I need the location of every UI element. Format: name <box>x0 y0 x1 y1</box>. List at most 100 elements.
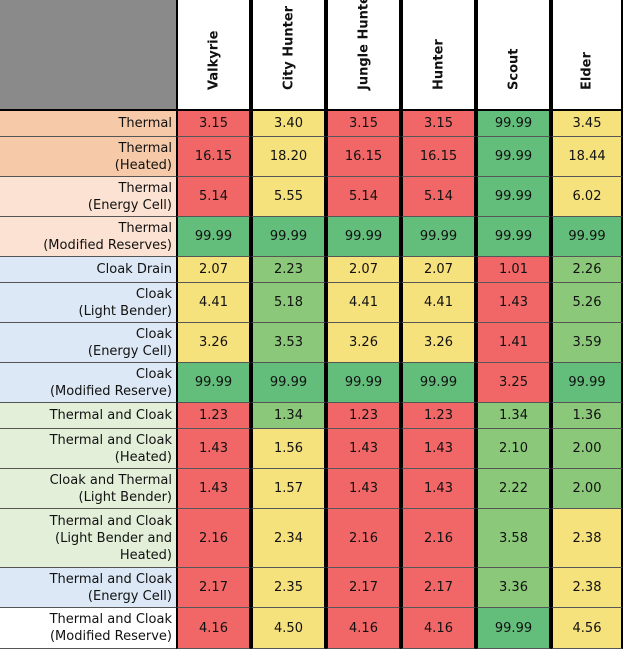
row-label-line: (Heated) <box>114 449 172 465</box>
value-cell: 2.22 <box>476 469 551 509</box>
value-cell: 2.16 <box>326 509 401 568</box>
value-text: 1.43 <box>199 441 228 456</box>
value-cell: 99.99 <box>176 217 251 257</box>
value-text: 99.99 <box>568 229 606 244</box>
row-label: Cloak (Light Bender) <box>0 283 176 323</box>
value-cell: 3.26 <box>176 323 251 363</box>
value-text: 5.14 <box>424 189 453 204</box>
value-text: 3.15 <box>199 116 228 131</box>
value-text: 2.38 <box>572 580 602 595</box>
value-cell: 2.07 <box>326 257 401 283</box>
value-text: 2.22 <box>499 481 528 496</box>
corner-cell <box>0 0 176 111</box>
value-cell: 3.25 <box>476 363 551 403</box>
value-text: 3.26 <box>199 335 228 350</box>
value-text: 1.41 <box>499 335 528 350</box>
value-cell: 5.14 <box>176 177 251 217</box>
value-cell: 99.99 <box>251 363 326 403</box>
row-label-line: Cloak Drain <box>96 262 172 277</box>
value-text: 5.26 <box>572 295 602 310</box>
row-label-line: Cloak <box>135 366 172 382</box>
row-label-line: (Light Bender) <box>78 489 172 505</box>
column-header: Elder <box>551 0 623 111</box>
value-cell: 2.35 <box>251 568 326 608</box>
value-text: 3.59 <box>572 335 602 350</box>
value-cell: 5.55 <box>251 177 326 217</box>
value-text: 16.15 <box>419 149 458 164</box>
value-cell: 99.99 <box>551 363 623 403</box>
row-label-line: (Modified Reserves) <box>43 237 172 253</box>
value-text: 3.40 <box>274 116 303 131</box>
row-label: Cloak (Energy Cell) <box>0 323 176 363</box>
column-header-label: City Hunter <box>281 5 296 90</box>
value-text: 2.16 <box>199 530 228 546</box>
column-header: Valkyrie <box>176 0 251 111</box>
value-text: 99.99 <box>494 189 533 204</box>
value-cell: 3.26 <box>401 323 476 363</box>
row-label-line: Thermal and Cloak <box>49 432 172 448</box>
value-cell: 6.02 <box>551 177 623 217</box>
column-header: Jungle Hunter <box>326 0 401 111</box>
value-cell: 2.17 <box>326 568 401 608</box>
value-text: 1.57 <box>274 481 303 496</box>
value-cell: 3.40 <box>251 111 326 137</box>
value-text: 5.14 <box>349 189 378 204</box>
value-text: 3.26 <box>349 335 378 350</box>
value-cell: 99.99 <box>176 363 251 403</box>
value-text: 99.99 <box>194 229 233 244</box>
value-cell: 16.15 <box>326 137 401 177</box>
value-text: 1.01 <box>499 262 528 277</box>
row-label-line: Thermal and Cloak <box>49 513 172 529</box>
value-text: 99.99 <box>194 375 233 390</box>
value-cell: 99.99 <box>326 363 401 403</box>
value-cell: 18.44 <box>551 137 623 177</box>
value-cell: 99.99 <box>476 608 551 649</box>
value-cell: 16.15 <box>401 137 476 177</box>
column-header: Scout <box>476 0 551 111</box>
row-label-line: (Energy Cell) <box>87 343 172 359</box>
value-text: 1.36 <box>572 408 602 423</box>
value-cell: 99.99 <box>476 137 551 177</box>
value-text: 4.16 <box>424 620 453 636</box>
column-header-label: Scout <box>506 48 521 90</box>
row-label-line: Thermal <box>118 140 172 156</box>
row-label-line: Thermal <box>118 116 172 131</box>
value-text: 3.26 <box>424 335 453 350</box>
value-text: 3.45 <box>572 116 602 131</box>
row-label: Thermal and Cloak (Light Bender and Heated… <box>0 509 176 568</box>
value-cell: 5.26 <box>551 283 623 323</box>
value-text: 16.15 <box>344 149 383 164</box>
value-cell: 1.43 <box>401 429 476 469</box>
value-text: 2.26 <box>572 262 602 277</box>
row-label: Cloak (Modified Reserve) <box>0 363 176 403</box>
row-label-line: (Light Bender and <box>55 530 172 546</box>
row-label: Thermal and Cloak <box>0 403 176 429</box>
value-cell: 4.16 <box>176 608 251 649</box>
value-text: 99.99 <box>269 375 308 390</box>
value-cell: 1.43 <box>326 469 401 509</box>
value-cell: 99.99 <box>251 217 326 257</box>
value-cell: 2.17 <box>176 568 251 608</box>
value-cell: 5.18 <box>251 283 326 323</box>
value-cell: 18.20 <box>251 137 326 177</box>
value-text: 1.23 <box>199 408 228 423</box>
row-label-line: Thermal <box>118 220 172 236</box>
value-cell: 4.56 <box>551 608 623 649</box>
value-text: 2.00 <box>572 481 602 496</box>
value-text: 99.99 <box>568 375 606 390</box>
row-label-line: (Modified Reserve) <box>49 629 172 644</box>
value-text: 1.43 <box>349 441 378 456</box>
value-text: 1.34 <box>499 408 528 423</box>
value-text: 4.16 <box>199 620 228 636</box>
value-cell: 4.41 <box>326 283 401 323</box>
row-label-line: (Energy Cell) <box>87 197 172 213</box>
value-text: 1.56 <box>274 441 303 456</box>
value-cell: 1.43 <box>176 469 251 509</box>
value-text: 4.41 <box>199 295 228 310</box>
value-text: 18.20 <box>269 149 308 164</box>
column-header-label: Elder <box>579 52 595 90</box>
row-label-line: Thermal and Cloak <box>49 612 172 627</box>
value-cell: 2.38 <box>551 509 623 568</box>
value-text: 18.44 <box>568 149 606 164</box>
row-label: Thermal and Cloak (Modified Reserve) <box>0 608 176 649</box>
